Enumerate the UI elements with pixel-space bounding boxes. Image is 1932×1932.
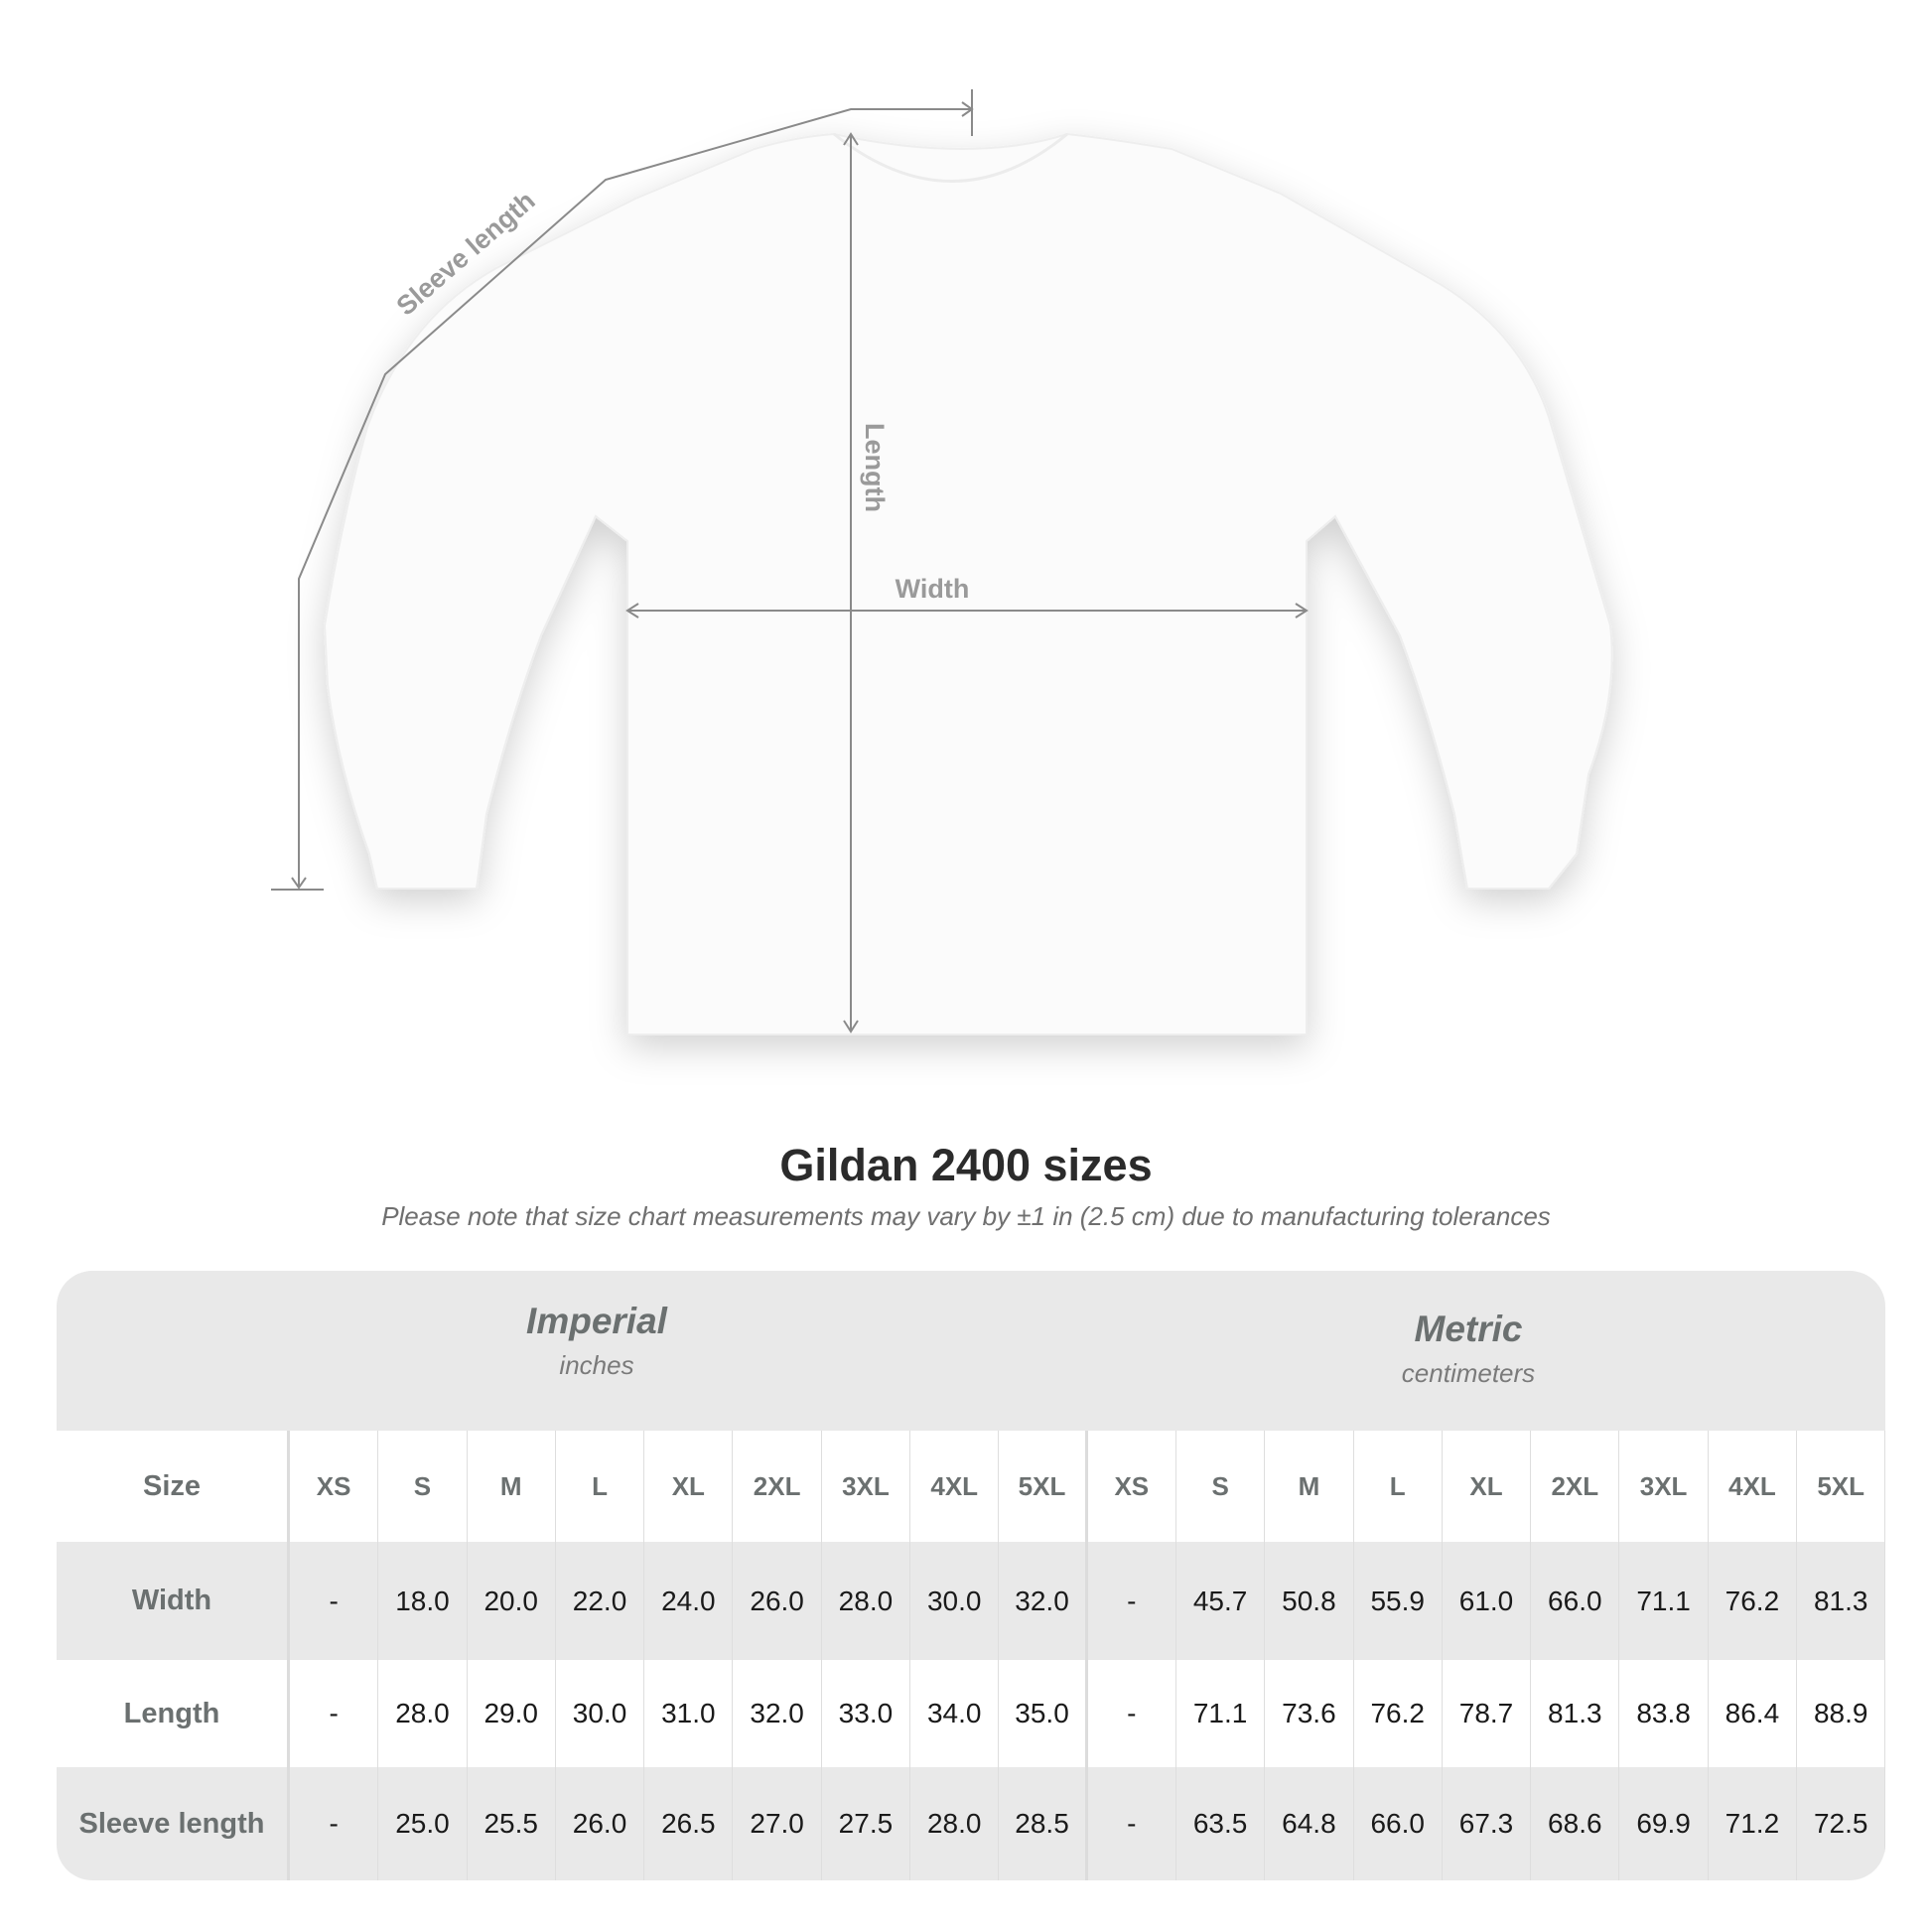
sleeve-measure-line: [298, 108, 972, 888]
table-cell: 69.9: [1619, 1767, 1709, 1880]
table-cell: 27.5: [822, 1767, 911, 1880]
table-cell: 24.0: [644, 1542, 734, 1660]
table-cell: 32.0: [999, 1542, 1088, 1660]
table-cell: -: [290, 1660, 379, 1767]
table-cell: 71.2: [1709, 1767, 1798, 1880]
table-cell: -: [1088, 1542, 1176, 1660]
size-header-cell: L: [556, 1431, 645, 1542]
size-header-cell: 2XL: [733, 1431, 822, 1542]
imperial-unit: inches: [559, 1350, 634, 1380]
table-row-width: Width -18.0 20.0 22.0 24.0 26.0 28.0 30.0 32.0-4…: [57, 1542, 1885, 1660]
shirt-diagram: Sleeve length Length Width: [271, 89, 1613, 1035]
size-header-cell: 3XL: [822, 1431, 911, 1542]
table-cell: 61.0: [1443, 1542, 1532, 1660]
size-header-cell: XS: [290, 1431, 379, 1542]
table-cell: 68.6: [1531, 1767, 1620, 1880]
width-label: Width: [896, 574, 970, 604]
table-cell: 29.0: [468, 1660, 556, 1767]
table-cell: 25.0: [378, 1767, 468, 1880]
table-cell: 30.0: [556, 1660, 645, 1767]
size-table: Imperial inches Metric centimeters Size X…: [57, 1271, 1885, 1880]
size-header-row: Size XS S M L XL 2XL 3XL 4XL 5XL XS S M L XL 2XL 3XL 4XL 5…: [57, 1431, 1885, 1542]
table-cell: -: [1088, 1767, 1176, 1880]
table-cell: 28.0: [378, 1660, 468, 1767]
metric-header: Metric centimeters: [1121, 1309, 1816, 1389]
table-row-length: Length -28.0 29.0 30.0 31.0 32.0 33.0 34.0 35.0-…: [57, 1660, 1885, 1767]
size-header-cell: 5XL: [999, 1431, 1088, 1542]
table-cell: 72.5: [1797, 1767, 1885, 1880]
table-cell: 63.5: [1176, 1767, 1266, 1880]
table-cell: -: [1088, 1660, 1176, 1767]
size-header-cell: L: [1354, 1431, 1443, 1542]
size-header-cell: M: [468, 1431, 556, 1542]
table-cell: 35.0: [999, 1660, 1088, 1767]
table-cell: 26.0: [556, 1767, 645, 1880]
table-cell: 64.8: [1265, 1767, 1354, 1880]
size-header-cell: S: [1176, 1431, 1266, 1542]
table-cell: -: [290, 1542, 379, 1660]
table-cell: 67.3: [1443, 1767, 1532, 1880]
row-label: Length: [57, 1660, 290, 1767]
imperial-header: Imperial inches: [249, 1301, 944, 1381]
table-cell: -: [290, 1767, 379, 1880]
size-header-cell: M: [1265, 1431, 1354, 1542]
page-title: Gildan 2400 sizes: [779, 1140, 1153, 1190]
table-cell: 76.2: [1709, 1542, 1798, 1660]
size-header-cell: 4XL: [910, 1431, 1000, 1542]
table-cell: 45.7: [1176, 1542, 1266, 1660]
size-header-cell: XL: [644, 1431, 734, 1542]
metric-title: Metric: [1414, 1309, 1523, 1349]
table-cell: 55.9: [1354, 1542, 1443, 1660]
table-cell: 33.0: [822, 1660, 911, 1767]
size-header-cell: S: [378, 1431, 468, 1542]
table-cell: 28.0: [822, 1542, 911, 1660]
table-cell: 81.3: [1531, 1660, 1620, 1767]
table-cell: 76.2: [1354, 1660, 1443, 1767]
table-cell: 28.5: [999, 1767, 1088, 1880]
imperial-title: Imperial: [526, 1301, 667, 1341]
table-cell: 73.6: [1265, 1660, 1354, 1767]
row-label: Size: [57, 1431, 290, 1542]
table-cell: 88.9: [1797, 1660, 1885, 1767]
table-cell: 66.0: [1531, 1542, 1620, 1660]
table-cell: 81.3: [1797, 1542, 1885, 1660]
table-cell: 66.0: [1354, 1767, 1443, 1880]
size-header-cell: 5XL: [1797, 1431, 1885, 1542]
size-header-cell: 4XL: [1709, 1431, 1798, 1542]
length-label: Length: [860, 423, 890, 512]
table-cell: 28.0: [910, 1767, 1000, 1880]
size-header-cell: XL: [1443, 1431, 1532, 1542]
table-cell: 18.0: [378, 1542, 468, 1660]
row-label: Width: [57, 1542, 290, 1660]
shirt-image: [323, 132, 1613, 1035]
tolerance-note: Please note that size chart measurements…: [381, 1201, 1551, 1231]
table-cell: 78.7: [1443, 1660, 1532, 1767]
table-cell: 20.0: [468, 1542, 556, 1660]
size-header-cell: 2XL: [1531, 1431, 1620, 1542]
table-cell: 26.0: [733, 1542, 822, 1660]
table-cell: 30.0: [910, 1542, 1000, 1660]
size-header-cell: 3XL: [1619, 1431, 1709, 1542]
table-row-sleeve-length: Sleeve length -25.0 25.5 26.0 26.5 27.0 27.5 28…: [57, 1767, 1885, 1880]
table-cell: 25.5: [468, 1767, 556, 1880]
table-cell: 31.0: [644, 1660, 734, 1767]
unit-header-band: [57, 1271, 1885, 1431]
table-cell: 50.8: [1265, 1542, 1354, 1660]
row-label: Sleeve length: [57, 1767, 290, 1880]
table-cell: 32.0: [733, 1660, 822, 1767]
table-cell: 71.1: [1619, 1542, 1709, 1660]
table-cell: 27.0: [733, 1767, 822, 1880]
size-header-cell: XS: [1088, 1431, 1176, 1542]
table-cell: 71.1: [1176, 1660, 1266, 1767]
table-cell: 22.0: [556, 1542, 645, 1660]
table-cell: 26.5: [644, 1767, 734, 1880]
metric-unit: centimeters: [1401, 1358, 1536, 1388]
table-cell: 86.4: [1709, 1660, 1798, 1767]
table-cell: 83.8: [1619, 1660, 1709, 1767]
table-cell: 34.0: [910, 1660, 1000, 1767]
